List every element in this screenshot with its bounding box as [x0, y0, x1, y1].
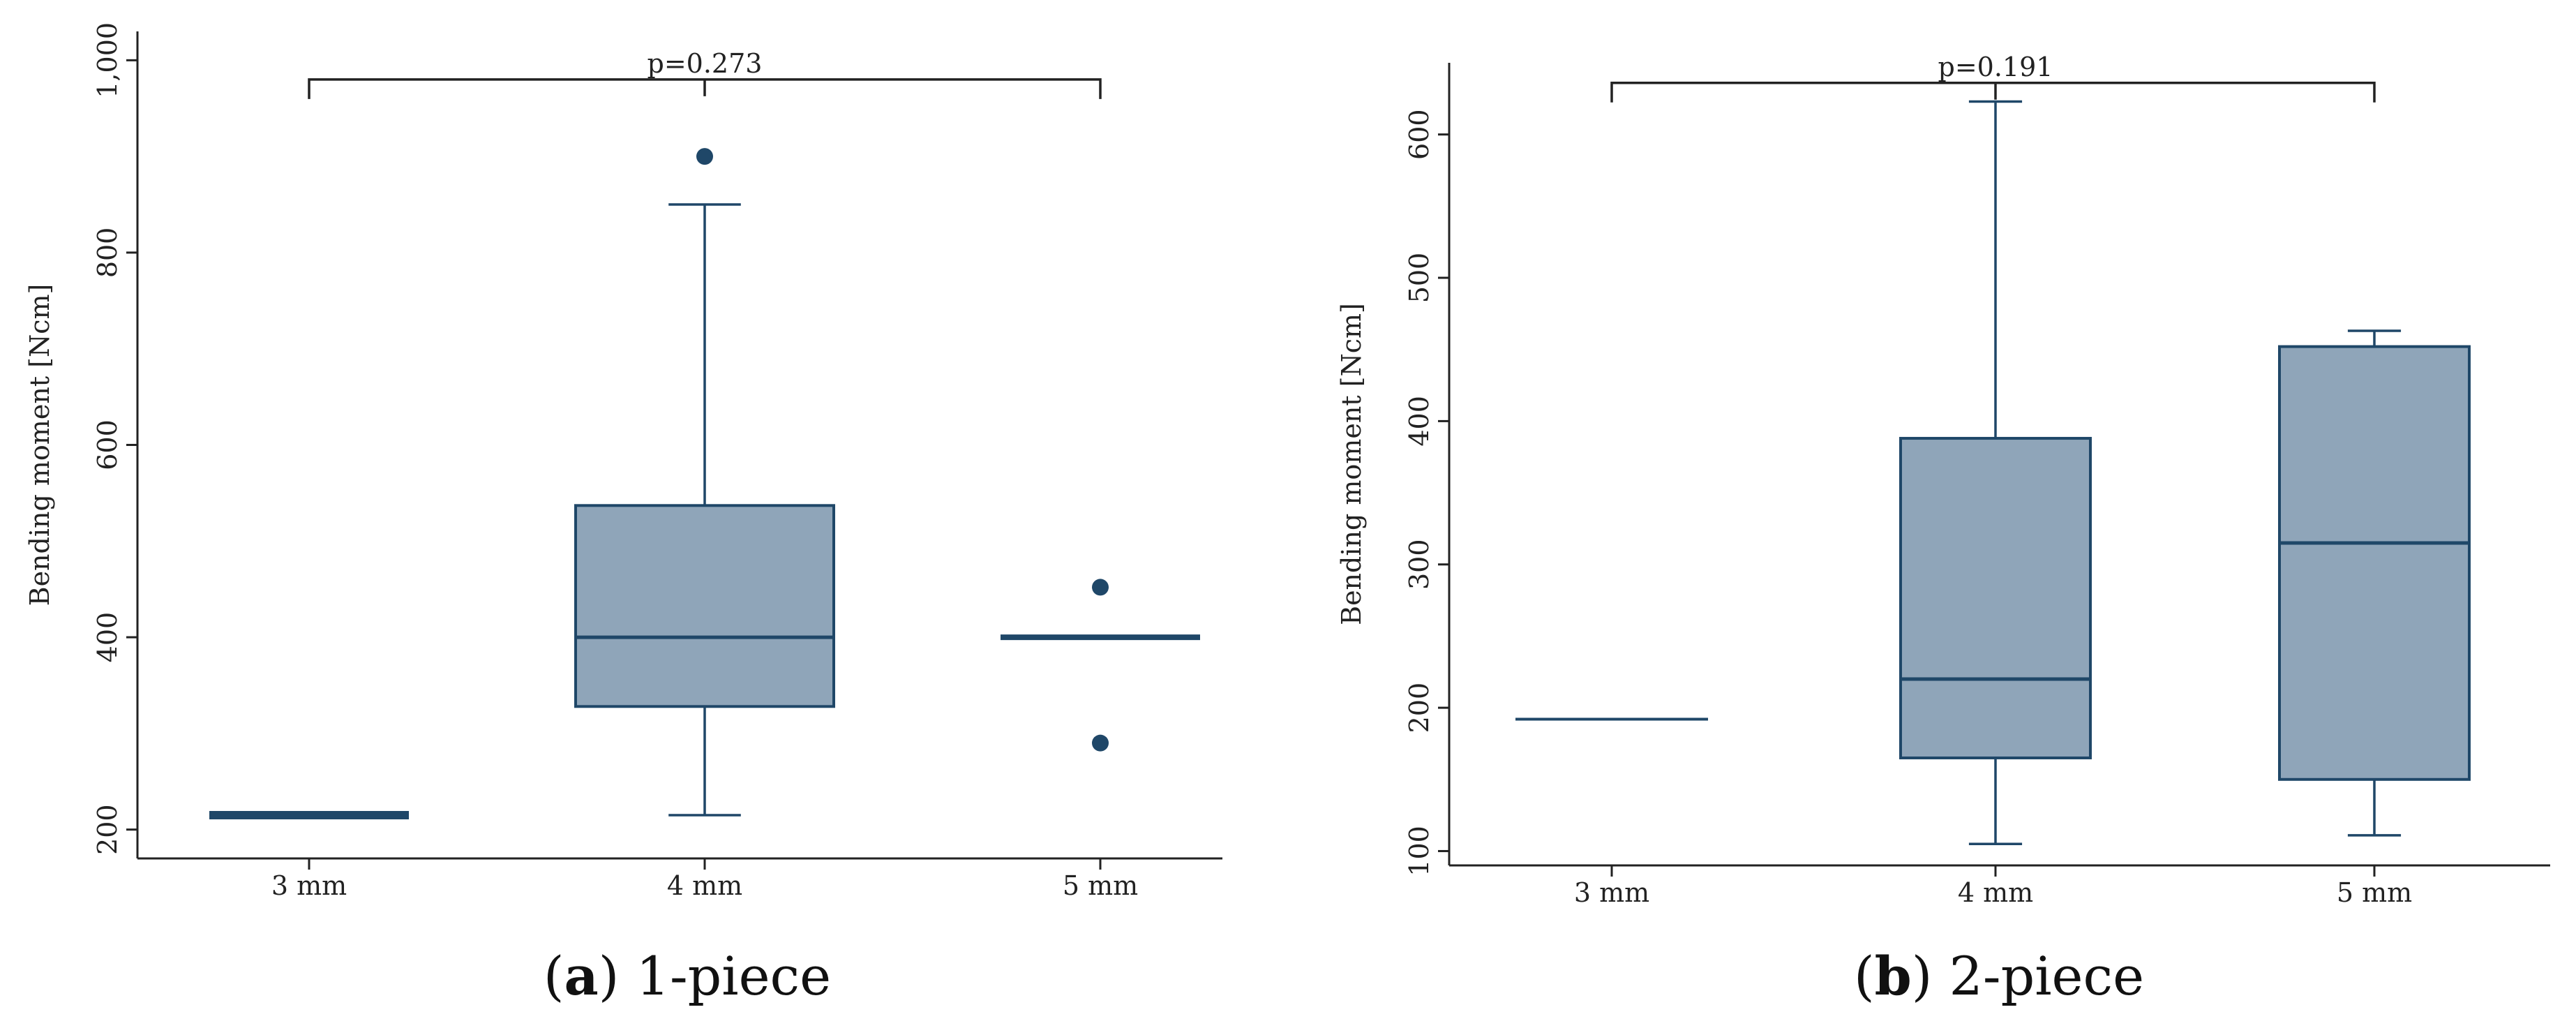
outlier-point — [1092, 734, 1109, 752]
y-tick-label: 100 — [1404, 826, 1435, 877]
x-tick-label: 3 mm — [1574, 877, 1649, 908]
y-axis-title: Bending moment [Ncm] — [24, 284, 55, 606]
outlier-point — [696, 148, 713, 165]
panel-caption: (b) 2-piece — [1854, 945, 2144, 1007]
x-tick-label: 5 mm — [1063, 870, 1138, 901]
box-4mm — [574, 148, 835, 817]
y-tick-label: 400 — [92, 612, 123, 663]
iqr-box — [1899, 437, 2092, 759]
y-tick-label: 200 — [92, 804, 123, 855]
box-5mm — [2278, 329, 2471, 837]
x-tick-label: 4 mm — [667, 870, 742, 901]
y-tick-label: 600 — [1404, 109, 1435, 160]
y-tick-label: 400 — [1404, 396, 1435, 447]
x-tick-label: 3 mm — [271, 870, 347, 901]
y-tick-label: 600 — [92, 419, 123, 470]
p-value-label: p=0.191 — [1938, 52, 2053, 82]
y-tick-label: 800 — [92, 228, 123, 278]
iqr-box — [574, 504, 835, 708]
significance-bracket — [308, 78, 1102, 99]
panel-caption: (a) 1-piece — [544, 945, 831, 1007]
panel-b: 100 200 300 400 500 600 Bending moment [Ncm] 3 … — [1336, 52, 2550, 1007]
y-axis-title: Bending moment [Ncm] — [1336, 303, 1367, 625]
y-tick-label: 300 — [1404, 539, 1435, 590]
panel-a: 200 400 600 800 1,000 Bending moment [Ncm] 3 m… — [24, 22, 1222, 1007]
p-value-label: p=0.273 — [647, 48, 763, 79]
x-tick-label: 4 mm — [1958, 877, 2033, 908]
y-tick-label: 500 — [1404, 253, 1435, 304]
y-tick-label: 1,000 — [92, 22, 123, 98]
outlier-point — [1092, 579, 1109, 596]
box-4mm — [1899, 100, 2092, 845]
box-5mm — [1001, 579, 1200, 752]
iqr-box — [2278, 345, 2471, 781]
x-tick-label: 5 mm — [2337, 877, 2412, 908]
y-tick-label: 200 — [1404, 683, 1435, 734]
significance-bracket — [1610, 82, 2376, 103]
